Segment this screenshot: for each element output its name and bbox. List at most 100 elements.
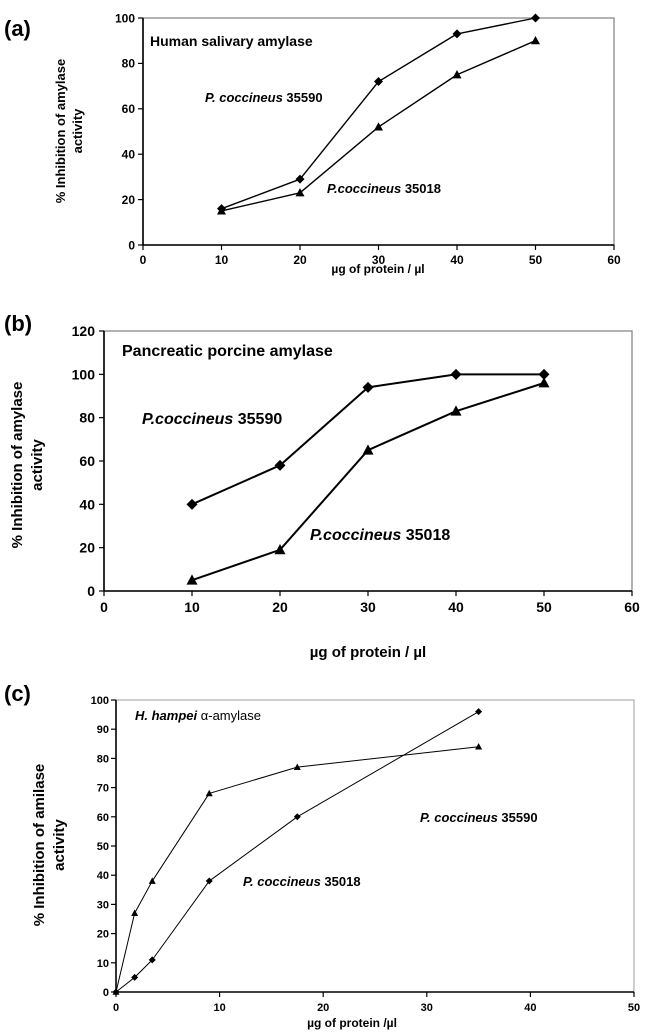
panel-c-ylabel-line2: activity — [51, 818, 68, 870]
panel-c-series-2-name-italic: P. coccineus — [243, 874, 321, 889]
panel-b-label: (b) — [4, 311, 32, 336]
panel-c-y-tick-label: 70 — [97, 783, 109, 795]
panel-a-series-2-point — [531, 36, 540, 44]
panel-a-series-2-name-rest: 35018 — [401, 181, 441, 196]
panel-c-series-1-name-rest: 35590 — [498, 810, 538, 825]
panel-c-y-tick-label: 100 — [91, 695, 109, 707]
panel-b-series-1-label: P.coccineus 35590 — [142, 411, 282, 428]
panel-c-series-2-point — [294, 813, 301, 820]
panel-c-ylabel-line1: % Inhibition of amilase — [31, 764, 48, 927]
panel-c-title-italic: H. hampei — [135, 708, 198, 723]
panel-a-series-1-name-rest: 35590 — [283, 90, 323, 105]
panel-b-series-1-name-rest: 35590 — [233, 411, 282, 428]
panel-c-series-1-name-italic: P. coccineus — [420, 810, 498, 825]
panel-b-y-tick-label: 100 — [72, 366, 96, 382]
panel-b-x-tick-label: 40 — [448, 599, 464, 615]
panel-a-x-tick-label: 10 — [215, 253, 229, 267]
panel-c-y-tick-label: 90 — [97, 724, 109, 736]
panel-c-y-tick-label: 40 — [97, 870, 109, 882]
panel-c-series-1-point — [131, 909, 138, 915]
panel-a-plot: 0 10 20 30 40 50 60 0 20 40 60 80 100 — [115, 11, 621, 267]
panel-c-y-tick-label: 80 — [97, 753, 109, 765]
panel-c-plot-frame — [116, 700, 634, 992]
panel-a-series-1-label: P. coccineus 35590 — [205, 90, 323, 105]
panel-a-title: Human salivary amylase — [150, 33, 313, 49]
panel-a-y-tick-label: 100 — [115, 11, 135, 25]
panel-b-y-tick-label: 0 — [87, 583, 95, 599]
panel-b-x-tick-label: 0 — [100, 599, 108, 615]
panel-a-series-2-point — [453, 70, 462, 78]
panel-a-xlabel: µg of protein / µl — [331, 262, 424, 276]
panel-b-series-2-name-rest: 35018 — [401, 527, 450, 544]
panel-a-series-2-name-italic: P.coccineus — [327, 181, 401, 196]
panel-b-y-tick-label: 80 — [79, 410, 95, 426]
panel-c-series-1-label: P. coccineus 35590 — [420, 810, 538, 825]
panel-b-series-2-name-italic: P.coccineus — [310, 527, 401, 544]
panel-c-series-1-point — [475, 743, 482, 749]
panel-c-series-2-label: P. coccineus 35018 — [243, 874, 361, 889]
panel-b: (b) 0 10 20 30 40 50 60 0 20 40 60 80 100 120 Pancrea… — [4, 311, 640, 661]
panel-c-series-2-line — [116, 712, 479, 992]
panel-b-y-tick-label: 120 — [72, 323, 96, 339]
panel-a-plot-frame — [143, 18, 614, 245]
panel-c-x-tick-label: 10 — [213, 1002, 225, 1014]
panel-a-x-tick-label: 50 — [529, 253, 543, 267]
panel-a-ylabel-line2: activity — [70, 108, 85, 154]
panel-c-x-tick-label: 20 — [317, 1002, 329, 1014]
panel-b-plot: 0 10 20 30 40 50 60020406080100120 — [72, 323, 640, 615]
panel-c-plot: 0 10 20 30 40 50 0 10 20 30 40 50 60 70 80 90 100 — [91, 695, 640, 1014]
panel-a-series-2-point — [374, 122, 383, 130]
panel-a-x-tick-label: 20 — [293, 253, 307, 267]
panel-b-x-tick-label: 60 — [624, 599, 640, 615]
panel-a-x-tick-label: 0 — [140, 253, 147, 267]
panel-c-xlabel: µg of protein /µl — [307, 1016, 397, 1030]
panel-b-series-1-point — [187, 499, 198, 510]
panel-b-x-tick-label: 20 — [272, 599, 288, 615]
panel-c-x-tick-label: 0 — [113, 1002, 119, 1014]
panel-b-series-2-label: P.coccineus 35018 — [310, 527, 450, 544]
panel-a-y-tick-label: 80 — [122, 57, 136, 71]
panel-b-x-tick-label: 50 — [536, 599, 552, 615]
panel-c-series-2-point — [206, 878, 213, 885]
panel-b-x-tick-label: 30 — [360, 599, 376, 615]
panel-b-x-tick-label: 10 — [184, 599, 200, 615]
panel-a-label: (a) — [4, 16, 31, 41]
panel-a-series-1-point — [453, 29, 462, 38]
panel-b-ylabel-line2: activity — [29, 438, 46, 490]
panel-b-ylabel-line1: % Inhibition of amylase — [9, 382, 26, 549]
panel-c: (c) 0 10 20 30 40 500102030405060708090100 H.… — [4, 681, 640, 1030]
panel-b-series-1-name-italic: P.coccineus — [142, 411, 233, 428]
panel-b-plot-frame — [104, 331, 632, 591]
panel-c-title: H. hampei α-amylase — [135, 708, 261, 723]
panel-c-x-tick-label: 30 — [421, 1002, 433, 1014]
panel-a-series-1-name-italic: P. coccineus — [205, 90, 283, 105]
panel-c-series-1-point — [149, 877, 156, 883]
panel-c-y-tick-label: 0 — [103, 987, 109, 999]
panel-a-x-tick-label: 40 — [450, 253, 464, 267]
panel-a-x-tick-label: 60 — [607, 253, 621, 267]
panel-a-y-tick-label: 60 — [122, 102, 136, 116]
panel-b-title: Pancreatic porcine amylase — [122, 343, 333, 360]
panel-b-y-tick-label: 60 — [79, 453, 95, 469]
panel-c-y-tick-label: 50 — [97, 841, 109, 853]
panel-a-ylabel-line1: % Inhibition of amylase — [53, 59, 68, 203]
panel-c-series-2-point — [475, 708, 482, 715]
panel-c-x-tick-label: 50 — [628, 1002, 640, 1014]
panel-c-series-1-line — [116, 747, 479, 992]
panel-b-y-tick-label: 20 — [79, 540, 95, 556]
panel-c-series-2-name-rest: 35018 — [321, 874, 361, 889]
panel-a-y-tick-label: 20 — [122, 193, 136, 207]
panel-a-y-tick-label: 40 — [122, 148, 136, 162]
panel-c-y-tick-label: 60 — [97, 812, 109, 824]
panel-c-x-tick-label: 40 — [524, 1002, 536, 1014]
panel-a: (a) 0 10 20 30 40 50 60020406080100 Human sali… — [4, 11, 621, 276]
panel-b-xlabel: µg of protein / µl — [310, 644, 426, 661]
panel-c-y-tick-label: 30 — [97, 899, 109, 911]
panel-a-series-2-label: P.coccineus 35018 — [327, 181, 441, 196]
panel-c-label: (c) — [4, 681, 31, 706]
panel-b-series-1-line — [192, 374, 544, 504]
panel-c-y-tick-label: 10 — [97, 958, 109, 970]
panel-a-series-1-point — [531, 14, 540, 23]
panel-a-y-tick-label: 0 — [128, 238, 135, 252]
